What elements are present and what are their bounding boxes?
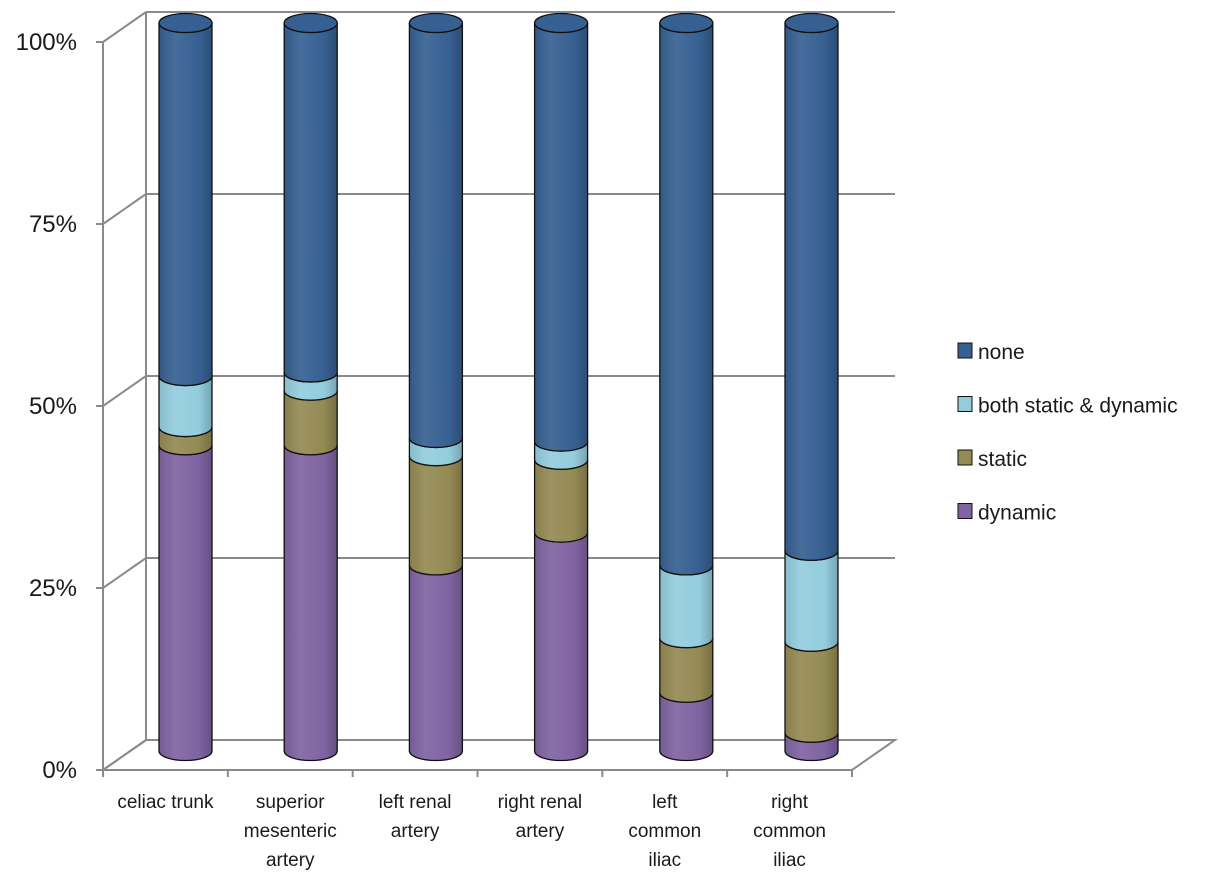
bar-left-common-iliac-dynamic (659, 692, 714, 762)
bar-top-left-renal-artery (408, 12, 464, 34)
x-axis: celiac trunk superior mesenteric artery left… (102, 770, 853, 871)
bar-top-superior-mesenteric-artery (283, 12, 338, 34)
bar-right-renal-artery-dynamic (533, 532, 589, 762)
gridline-side (102, 557, 147, 589)
bar-top-celiac-trunk (158, 12, 213, 34)
x-tick-label-right-renal-artery: right renal artery (498, 792, 583, 842)
bar-celiac-trunk-dynamic (158, 445, 213, 762)
bar-top-right-common-iliac (784, 12, 839, 34)
y-tick-label: 100% (16, 29, 77, 56)
bar-left-renal-artery-none (408, 22, 464, 449)
chart-walls (99, 12, 899, 771)
x-tick-label-left-common-iliac: left common iliac (628, 792, 701, 871)
legend-label-both-static-dynamic: both static & dynamic (978, 395, 1178, 418)
bar-right-common-iliac-none (784, 22, 839, 561)
y-axis: 0% 25% 50% 75% 100% (16, 29, 103, 784)
bar-right-common-iliac-static (784, 641, 839, 743)
legend: none both static & dynamic static dynamic (957, 341, 1178, 525)
bar-right-common-iliac-both-static-dynamic (784, 550, 839, 652)
legend-swatch-static (957, 449, 973, 466)
legend-swatch-both-static-dynamic (957, 396, 973, 412)
gridlines (102, 11, 895, 771)
bar-left-renal-artery-dynamic (408, 565, 464, 762)
gridline-side (102, 739, 147, 771)
legend-swatch-dynamic (957, 503, 973, 519)
gridline-side (102, 193, 147, 225)
bar-right-renal-artery-none (533, 22, 589, 452)
y-tick-label: 25% (29, 575, 77, 602)
bar-left-common-iliac-both-static-dynamic (659, 565, 714, 649)
gridline-side (102, 375, 147, 407)
x-tick-label-celiac-trunk: celiac trunk (117, 792, 214, 813)
bar-left-renal-artery-static (408, 456, 464, 576)
floor (99, 739, 899, 771)
bar-right-renal-artery-static (533, 459, 589, 543)
bar-top-left-common-iliac (659, 12, 714, 34)
bar-superior-mesenteric-artery-none (283, 22, 338, 383)
gridline-side (102, 11, 147, 43)
bar-top-right-renal-artery (533, 12, 589, 34)
x-tick-label-right-common-iliac: right common iliac (753, 792, 826, 871)
legend-label-static: static (978, 448, 1027, 471)
legend-swatch-none (957, 342, 973, 359)
bars (158, 12, 839, 762)
legend-label-none: none (978, 341, 1025, 364)
x-tick-label-left-renal-artery: left renal artery (379, 792, 452, 842)
bar-superior-mesenteric-artery-dynamic (283, 445, 338, 762)
y-tick-label: 75% (29, 211, 77, 238)
bar-left-common-iliac-none (659, 22, 714, 576)
y-tick-label: 50% (29, 393, 77, 420)
legend-label-dynamic: dynamic (978, 502, 1056, 525)
bar-celiac-trunk-none (158, 22, 213, 387)
y-tick-label: 0% (42, 757, 77, 784)
x-tick-label-superior-mesenteric-artery: superior mesenteric artery (244, 792, 337, 871)
